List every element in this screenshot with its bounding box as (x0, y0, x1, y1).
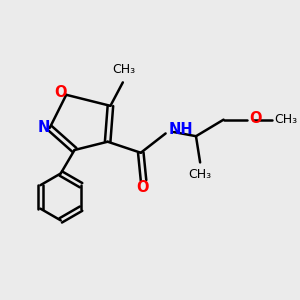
Text: O: O (54, 85, 66, 100)
Text: CH₃: CH₃ (113, 63, 136, 76)
Text: NH: NH (169, 122, 194, 137)
Text: O: O (249, 111, 262, 126)
Text: CH₃: CH₃ (189, 169, 212, 182)
Text: O: O (136, 180, 148, 195)
Text: CH₃: CH₃ (274, 113, 297, 126)
Text: N: N (38, 120, 50, 135)
